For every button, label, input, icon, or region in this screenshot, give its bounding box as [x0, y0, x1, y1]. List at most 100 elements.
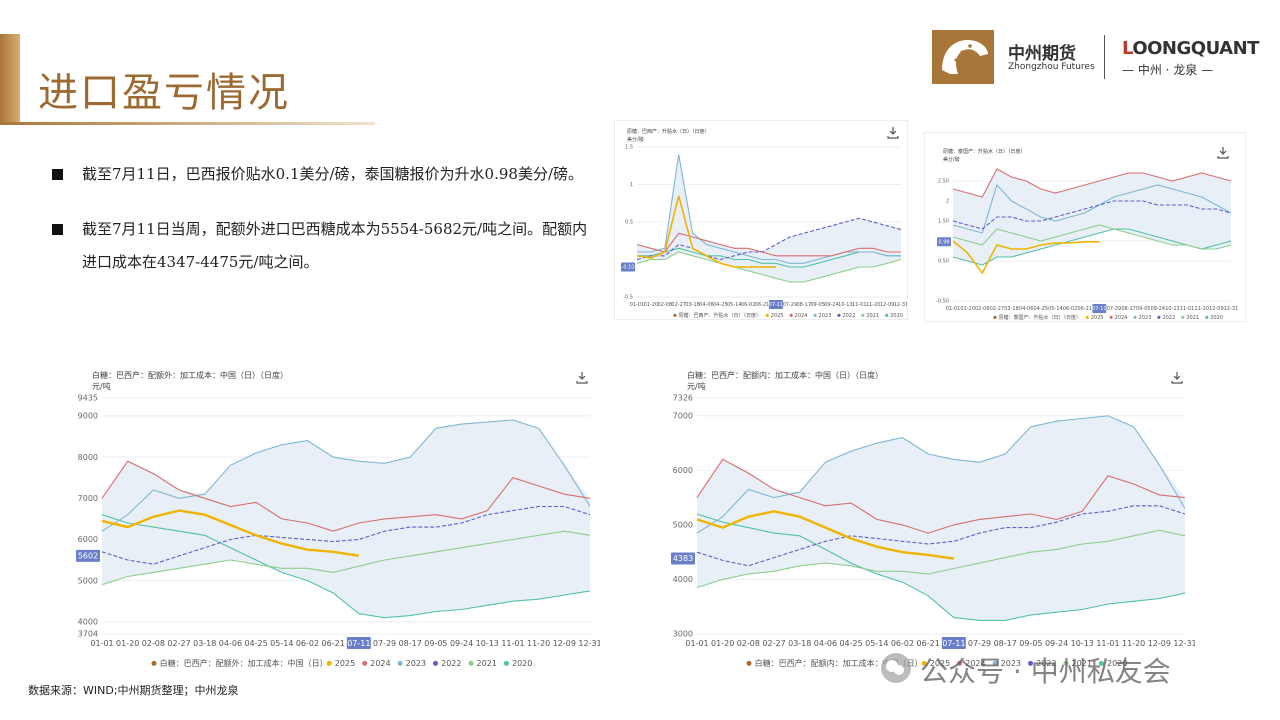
legend-item[interactable]: 2024 — [362, 659, 391, 668]
legend-item[interactable]: 2025 — [765, 313, 784, 319]
series-line-2022 — [696, 505, 1186, 567]
download-icon[interactable] — [1217, 147, 1229, 159]
y-tick-label: 6000 — [673, 466, 693, 475]
legend-item[interactable]: 2024 — [957, 659, 986, 668]
x-tick-label: 07-11 — [347, 639, 370, 648]
x-tick-label: 09-05 — [424, 639, 447, 648]
legend-item[interactable]: 2022 — [837, 313, 855, 319]
x-tick-label: 07-11 — [1092, 306, 1107, 312]
current-date-marker — [941, 637, 966, 649]
legend-item[interactable]: 2025 — [1085, 315, 1104, 321]
y-tick-label: 1.50 — [938, 219, 949, 225]
legend-item[interactable]: 2021 — [861, 313, 879, 319]
x-tick-label: 01-01 — [90, 639, 113, 648]
legend-dot — [1181, 315, 1185, 319]
download-icon[interactable] — [887, 127, 899, 139]
legend-label: 2020 — [1107, 659, 1127, 668]
x-tick-label: 02-27 — [167, 639, 190, 648]
y-tick-label: 1 — [630, 182, 633, 188]
legend-item[interactable]: 2023 — [813, 313, 831, 319]
current-value-marker — [76, 549, 100, 562]
series-line-2024 — [636, 232, 901, 257]
legend-item[interactable]: 2021 — [1181, 315, 1199, 321]
x-tick-label: 01-01 — [946, 306, 961, 312]
x-tick-label: 05-14 — [865, 639, 888, 648]
legend-item[interactable]: 原糖：巴西产：升贴水（日）（日度） — [673, 312, 761, 319]
legend-item[interactable]: 白糖：巴西产：配额外：加工成本：中国（日） — [151, 658, 328, 668]
range-band — [953, 169, 1231, 265]
x-tick-label: 02-08 — [975, 306, 990, 312]
legend-item[interactable]: 2022 — [1157, 315, 1175, 321]
x-tick-label: 04-06 — [814, 639, 837, 648]
legend-label: 2022 — [842, 313, 855, 319]
legend-item[interactable]: 2024 — [789, 313, 808, 319]
current-value-label: 5602 — [78, 552, 98, 561]
series-line-2021 — [952, 224, 1232, 250]
legend-label: 2020 — [1210, 315, 1223, 321]
legend-label: 2022 — [1162, 315, 1175, 321]
chart-brazil-premium: 原糖：巴西产：升贴水（日）（日度） 美分/磅 1.5 1 0.5 -0.5 01-01 01-… — [614, 120, 908, 320]
page-title: 进口盈亏情况 — [38, 70, 290, 116]
legend-label: 2022 — [441, 659, 461, 668]
y-axis-unit: 元/吨 — [687, 381, 706, 391]
x-tick-label: 01-20 — [644, 302, 659, 308]
current-value-label: 4383 — [673, 554, 693, 563]
x-tick-label: 08-17 — [399, 639, 422, 648]
legend-item[interactable]: 2020 — [1205, 315, 1223, 321]
legend-item[interactable]: 2021 — [1063, 659, 1092, 668]
x-tick-label: 05-14 — [270, 639, 293, 648]
current-date-marker — [1092, 304, 1107, 313]
x-tick-label: 02-27 — [762, 639, 785, 648]
legend-item[interactable]: 白糖：巴西产：配额内：加工成本：中国（日） — [746, 658, 923, 668]
y-tick-label: 1.5 — [625, 145, 633, 151]
legend-label: 白糖：巴西产：配额内：加工成本：中国（日） — [755, 658, 923, 668]
legend-item[interactable]: 2023 — [992, 659, 1021, 668]
wechat-icon — [881, 653, 911, 683]
x-tick-label: 06-21 — [1077, 306, 1092, 312]
x-tick-label: 04-06 — [699, 302, 714, 308]
x-tick-label: 11-01 — [1180, 306, 1195, 312]
legend-item[interactable]: 2025 — [921, 659, 950, 668]
chart-svg: 原糖：泰国产：升贴水（日）（日度）美分/磅2.5021.5010.50-0.50… — [936, 147, 1238, 321]
x-tick-label: 01-01 — [630, 302, 645, 308]
x-tick-label: 03-18 — [788, 639, 811, 648]
legend-dot — [861, 313, 865, 317]
legend-item[interactable]: 2020 — [503, 659, 532, 668]
legend-dot — [468, 660, 474, 666]
current-date-marker — [346, 637, 371, 649]
legend-item[interactable]: 2020 — [885, 313, 903, 319]
x-tick-label: 05-14 — [1048, 306, 1063, 312]
current-value-marker — [937, 237, 951, 247]
legend-item[interactable]: 2022 — [433, 659, 461, 668]
legend-dot — [433, 660, 439, 666]
x-tick-label: 11-01 — [501, 639, 524, 648]
download-icon-path — [1171, 372, 1183, 384]
legend-item[interactable]: 2023 — [1133, 315, 1151, 321]
x-tick-label: 03-18 — [685, 302, 700, 308]
legend-item[interactable]: 2024 — [1109, 315, 1128, 321]
legend-item[interactable]: 2023 — [397, 659, 426, 668]
series-line-2023 — [696, 415, 1186, 534]
legend-dot — [746, 660, 752, 666]
legend-item[interactable]: 2021 — [468, 659, 497, 668]
x-tick-label: 08-17 — [1121, 306, 1136, 312]
series-line-2021 — [636, 251, 902, 283]
legend-label: 2023 — [1001, 659, 1021, 668]
legend-item[interactable]: 2020 — [1098, 659, 1127, 668]
chart-svg: 白糖：巴西产：配额外：加工成本：中国（日）（日度）元/吨 9435 9000 8000… — [76, 370, 600, 668]
legend-item[interactable]: 2022 — [1028, 659, 1056, 668]
legend-dot — [326, 660, 332, 666]
y-tick-label: -0.50 — [936, 299, 949, 305]
legend-item[interactable]: 原糖：泰国产：升贴水（日）（日度） — [993, 314, 1081, 321]
x-tick-label: 07-29 — [1107, 306, 1122, 312]
x-tick-label: 12-31 — [1173, 639, 1195, 648]
y-axis-unit: 美分/磅 — [627, 136, 644, 143]
download-icon[interactable] — [1171, 372, 1183, 384]
legend-label: 2024 — [1115, 315, 1128, 321]
download-icon[interactable] — [576, 372, 588, 384]
wechat-account-label: 公众号 · 中州私友会 — [920, 655, 1171, 688]
legend-item[interactable]: 2025 — [326, 659, 355, 668]
x-tick-label: 01-20 — [960, 306, 975, 312]
chart-title: 白糖：巴西产：配额外：加工成本：中国（日）（日度） — [92, 370, 288, 380]
x-tick-label: 12-31 — [578, 639, 600, 648]
